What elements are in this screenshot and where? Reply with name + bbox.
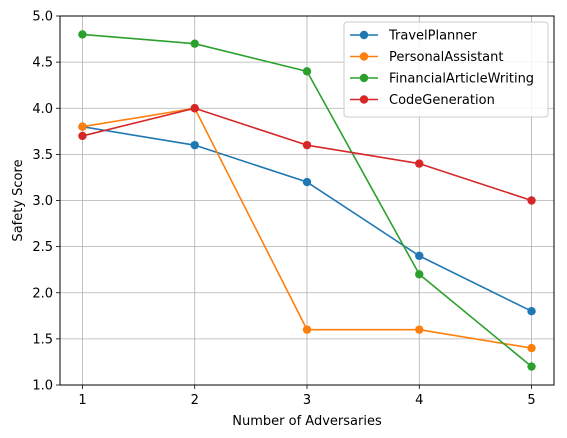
legend-item-personal-assistant: PersonalAssistant xyxy=(350,50,504,65)
data-point-financial-article-writing xyxy=(78,30,87,39)
data-point-financial-article-writing xyxy=(302,67,312,76)
data-point-travel-planner xyxy=(190,140,199,150)
legend-item-financial-article-writing: FinancialArticleWriting xyxy=(350,72,534,87)
data-point-code-generation xyxy=(302,140,312,150)
data-point-personal-assistant xyxy=(302,325,312,334)
y-axis-label: Safety Score xyxy=(11,159,26,241)
y-tick-label: 3.0 xyxy=(32,194,53,209)
x-tick-label: 5 xyxy=(527,393,535,408)
legend-marker-personal-assistant xyxy=(359,52,369,61)
data-point-code-generation xyxy=(78,131,87,141)
x-tick-label: 4 xyxy=(415,393,423,408)
data-point-code-generation xyxy=(527,196,536,205)
y-tick-label: 4.5 xyxy=(32,56,53,71)
data-point-financial-article-writing xyxy=(190,39,199,48)
legend-marker-travel-planner xyxy=(359,30,369,40)
legend-label-financial-article-writing: FinancialArticleWriting xyxy=(389,72,534,87)
data-point-financial-article-writing xyxy=(415,270,424,279)
data-point-code-generation xyxy=(190,104,199,113)
legend-label-personal-assistant: PersonalAssistant xyxy=(389,50,504,65)
y-tick-label: 3.5 xyxy=(32,148,53,163)
y-axis-ticks: 1.0 1.5 2.0 2.5 3.0 3.5 4.0 4.5 5.0 xyxy=(32,10,60,394)
legend-label-travel-planner: TravelPlanner xyxy=(388,29,478,44)
legend-item-code-generation: CodeGeneration xyxy=(350,93,495,108)
data-point-financial-article-writing xyxy=(527,362,536,371)
data-point-code-generation xyxy=(415,159,424,168)
y-tick-label: 1.0 xyxy=(32,379,53,394)
x-tick-label: 1 xyxy=(78,393,86,408)
legend: TravelPlanner PersonalAssistant FinancialA… xyxy=(343,21,549,118)
y-tick-label: 1.5 xyxy=(32,332,53,347)
data-point-personal-assistant xyxy=(527,343,536,353)
y-tick-label: 2.5 xyxy=(32,240,53,255)
y-tick-label: 2.0 xyxy=(32,286,53,301)
data-point-personal-assistant xyxy=(415,325,424,334)
data-point-personal-assistant xyxy=(78,122,87,131)
legend-box xyxy=(343,21,549,118)
series-code-generation xyxy=(78,104,536,205)
legend-label-code-generation: CodeGeneration xyxy=(389,93,495,108)
x-axis-ticks: 1 2 3 4 5 xyxy=(78,385,536,408)
series-group xyxy=(78,30,536,371)
legend-marker-code-generation xyxy=(359,95,369,104)
data-point-travel-planner xyxy=(302,177,312,187)
y-tick-label: 4.0 xyxy=(32,102,53,117)
series-financial-article-writing xyxy=(78,30,536,371)
x-tick-label: 3 xyxy=(303,393,311,408)
data-point-travel-planner xyxy=(527,307,536,316)
legend-item-travel-planner: TravelPlanner xyxy=(350,29,478,44)
data-point-travel-planner xyxy=(415,251,424,261)
y-tick-label: 5.0 xyxy=(32,10,53,25)
x-tick-label: 2 xyxy=(191,393,199,408)
x-axis-label: Number of Adversaries xyxy=(232,414,382,429)
legend-marker-financial-article-writing xyxy=(359,73,369,83)
